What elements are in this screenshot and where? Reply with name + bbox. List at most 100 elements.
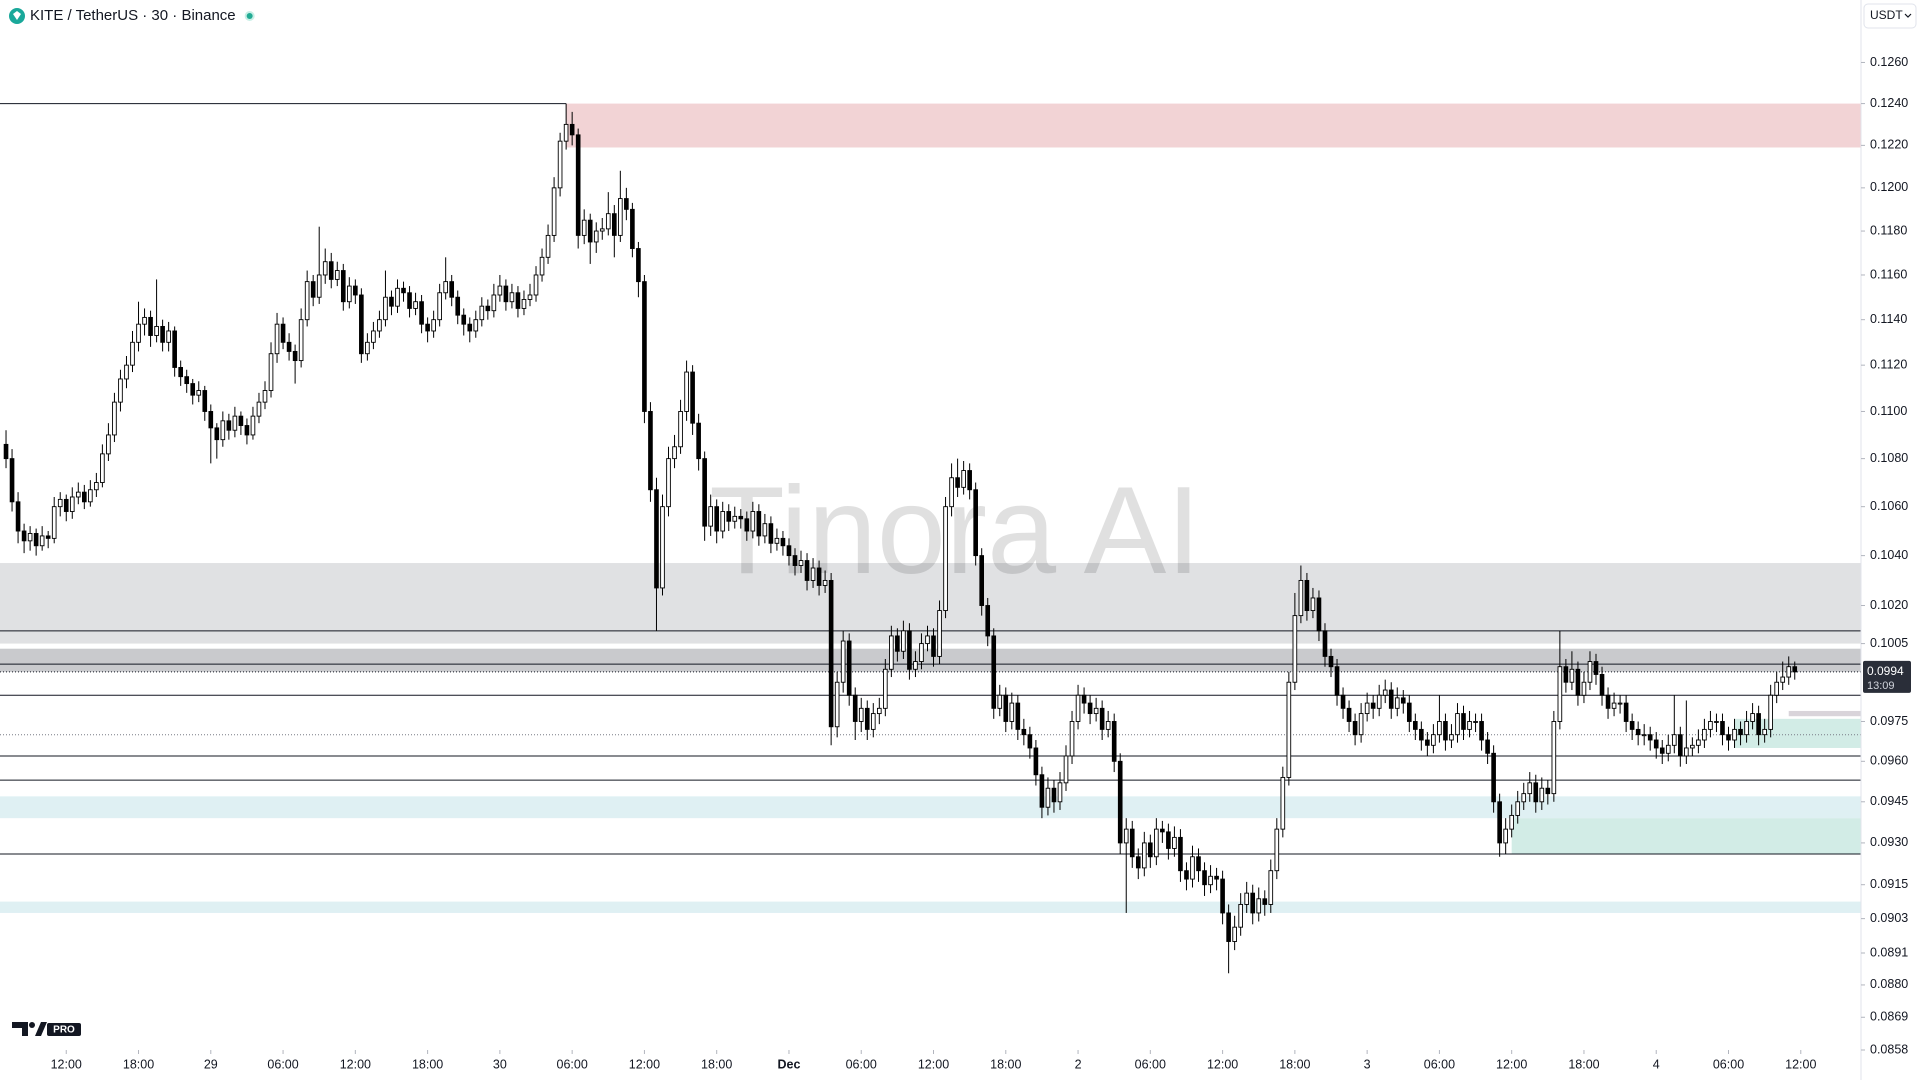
candle-body (876, 707, 882, 715)
candle-body (1322, 630, 1328, 657)
price-axis-area (1861, 0, 1920, 1080)
candle-body (479, 305, 485, 321)
candle-body (744, 518, 750, 532)
candle-body (1172, 836, 1177, 849)
x-tick-label: 18:00 (123, 1057, 154, 1071)
candle-body (292, 350, 298, 362)
candle-body (1641, 734, 1647, 737)
x-tick-label: Dec (777, 1057, 800, 1071)
candle-body (569, 123, 575, 136)
candle-body (298, 319, 304, 362)
candle-body (870, 713, 876, 730)
candle-body (256, 401, 262, 417)
candle-body (322, 261, 328, 276)
candle-body (118, 378, 123, 403)
y-tick-label: 0.0975 (1870, 714, 1908, 728)
candle-body (94, 482, 99, 491)
x-tick-label: 18:00 (990, 1057, 1021, 1071)
candle-body (1280, 776, 1286, 830)
candle-body (1099, 707, 1105, 730)
last-price-box (1863, 660, 1911, 693)
candle-body (822, 579, 828, 586)
y-tick-label: 0.0891 (1870, 945, 1908, 959)
candle-body (1690, 744, 1695, 749)
candle-body (1394, 697, 1400, 709)
candle-body (1437, 721, 1442, 736)
currency-button[interactable] (1863, 3, 1917, 29)
candle-body (1376, 694, 1382, 709)
logo-v (35, 1022, 47, 1036)
candle-body (202, 390, 208, 412)
candle-body (1364, 702, 1370, 715)
candle-body (346, 285, 352, 303)
candle-body (563, 123, 569, 142)
candle-body (33, 533, 39, 547)
candle-body (1178, 836, 1183, 872)
time-axis-area (0, 1050, 1920, 1080)
candle-body (1575, 668, 1581, 696)
candle-body (1461, 713, 1466, 730)
candle-body (605, 213, 611, 230)
symbol-icon-glyph (13, 11, 21, 20)
candle-body (581, 219, 587, 236)
candle-body (864, 707, 870, 730)
candle-body (328, 261, 334, 280)
candle-body (521, 299, 527, 309)
candle-body (1093, 707, 1099, 715)
currency-label[interactable]: USDT (1870, 8, 1903, 22)
candle-body (310, 281, 316, 298)
candle-body (852, 694, 858, 722)
tv-logo: PRO (12, 1022, 81, 1036)
candle-body (991, 635, 997, 709)
candle-body (1334, 666, 1340, 696)
candle-body (1714, 721, 1719, 723)
candle-body (1726, 734, 1731, 741)
candle-body (1491, 752, 1496, 803)
candle-body (124, 364, 129, 380)
candle-body (1003, 694, 1009, 722)
candle-body (1352, 721, 1358, 736)
candle-body (340, 270, 346, 303)
candle-body (69, 496, 75, 512)
market-status-dot (246, 13, 253, 19)
candle-body (919, 643, 924, 663)
candle-body (732, 515, 738, 522)
x-tick-label: 12:00 (1207, 1057, 1238, 1071)
candle-body (1286, 681, 1292, 778)
candle-body (545, 234, 551, 258)
candle-body (636, 248, 641, 283)
x-tick-label: 29 (204, 1057, 218, 1071)
candle-body (702, 458, 707, 527)
candle-body (1328, 655, 1334, 668)
candle-body (913, 661, 918, 670)
x-tick-label: 12:00 (1496, 1057, 1527, 1071)
candle-body (1527, 782, 1533, 795)
candle-body (1274, 828, 1280, 872)
zone (0, 563, 1861, 644)
candle-body (798, 560, 804, 566)
candle-body (1045, 787, 1051, 808)
candle-body (220, 420, 226, 441)
candle-body (774, 537, 780, 544)
candle-body (413, 301, 418, 309)
candle-body (985, 605, 991, 637)
candle-body (1220, 878, 1225, 914)
candle-body (1160, 828, 1165, 833)
candle-body (1708, 721, 1713, 730)
candle-body (828, 579, 834, 728)
candle-body (274, 323, 280, 355)
candle-body (1449, 734, 1454, 741)
axes: 0.1260 0.1240 0.1220 0.1200 0.1180 0.1160 0.11… (51, 55, 1909, 1072)
x-tick-label: 4 (1653, 1057, 1660, 1071)
candle-body (1623, 702, 1629, 722)
candle-body (401, 287, 406, 294)
candle-body (1551, 721, 1557, 795)
candle-body (1533, 782, 1539, 803)
symbol-title[interactable]: KITE / TetherUS · 30 · Binance (30, 7, 236, 24)
candle-body (1647, 734, 1653, 741)
candle-body (148, 316, 153, 336)
candle-body (648, 411, 653, 491)
candle-body (1768, 694, 1773, 730)
candle-body (660, 506, 665, 589)
candle-body (467, 323, 473, 332)
